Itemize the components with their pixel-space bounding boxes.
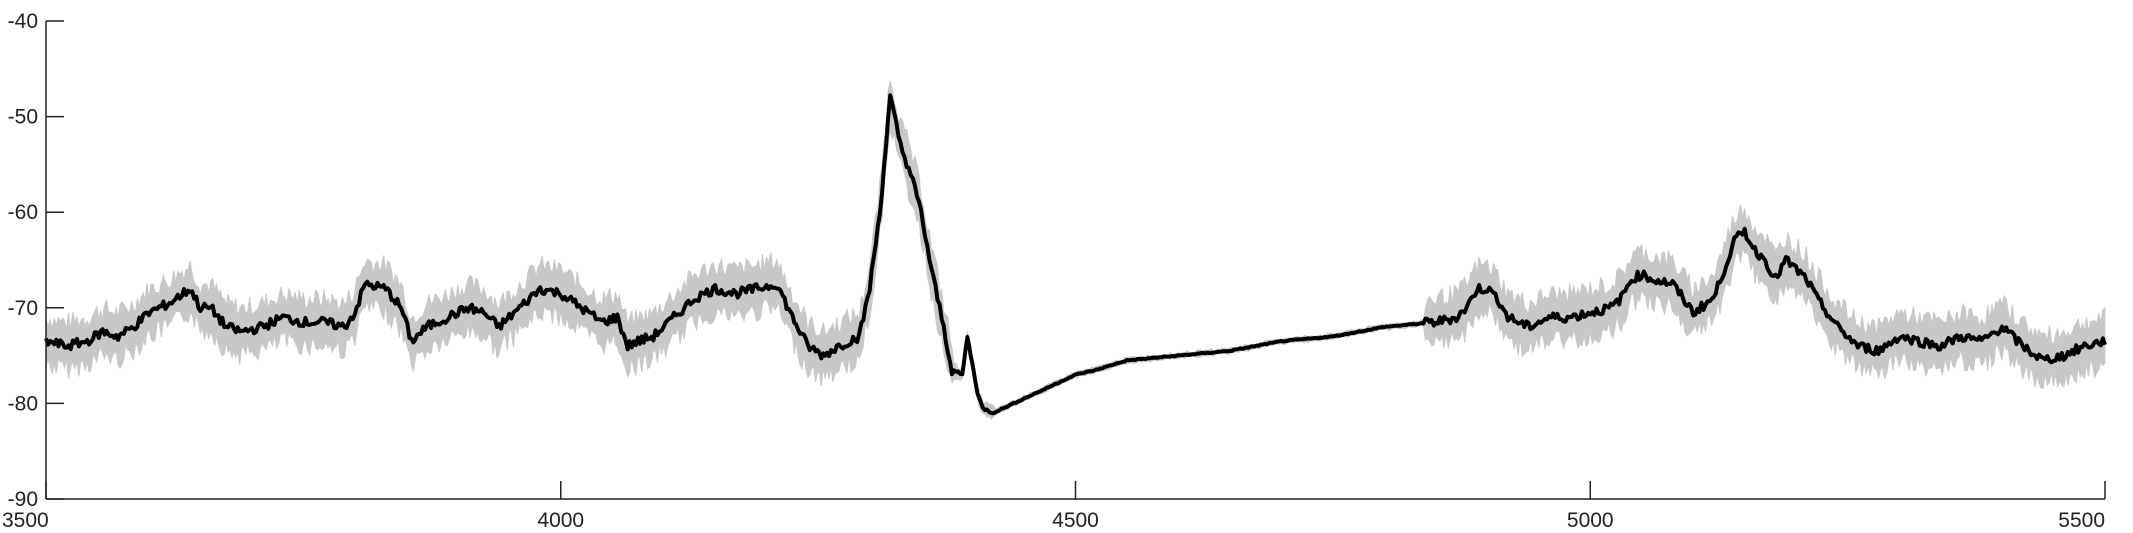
x-tick-label: 4000 bbox=[537, 509, 584, 532]
y-tick-label: -40 bbox=[8, 10, 38, 33]
variability-band-area bbox=[45, 80, 2106, 421]
x-tick-label: 5000 bbox=[1567, 509, 1614, 532]
y-tick-label: -70 bbox=[8, 297, 38, 320]
x-tick-label: 3500 bbox=[2, 509, 49, 532]
y-tick-label: -50 bbox=[8, 106, 38, 129]
y-tick-label: -90 bbox=[8, 488, 38, 511]
mean-trace-line bbox=[44, 93, 2107, 416]
x-tick-label: 4500 bbox=[1052, 509, 1099, 532]
y-tick-label: -60 bbox=[8, 201, 38, 224]
y-tick-label: -80 bbox=[8, 392, 38, 415]
variability-band bbox=[45, 80, 2106, 421]
series-layer bbox=[44, 93, 2107, 416]
x-tick-label: 5500 bbox=[2058, 509, 2105, 532]
